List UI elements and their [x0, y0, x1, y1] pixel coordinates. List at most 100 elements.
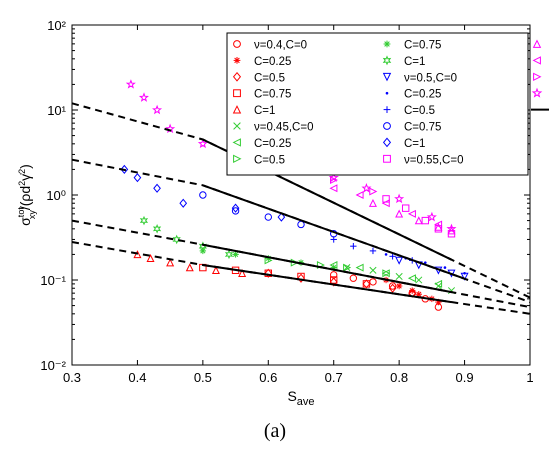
- legend-label-g0-s3: C=0.75: [254, 89, 291, 101]
- x-tick-label-0: 0.3: [63, 370, 81, 385]
- data-point-g3-s3-4: [369, 187, 378, 196]
- data-point-g3-s3-3: [330, 176, 339, 185]
- data-point-g2-s0-0: [395, 256, 404, 265]
- data-point-g1-s0-1: [369, 266, 377, 274]
- data-point-g2-s4-3: [179, 198, 188, 208]
- data-point-g0-s2-4: [388, 283, 397, 293]
- legend-label-g2-s3: C=0.75: [404, 122, 441, 134]
- x-tick-label-3: 0.6: [259, 370, 277, 385]
- legend-label-g2-s2: C=0.5: [404, 105, 435, 117]
- legend-label-g1-s1: C=0.25: [254, 138, 291, 150]
- data-point-g3-s4-11: [426, 211, 437, 222]
- data-point-g0-s2-1: [297, 273, 305, 283]
- data-point-g0-s0-1: [349, 274, 358, 282]
- data-point-g2-s1-4: [463, 271, 466, 275]
- data-point-g0-s3-5: [362, 280, 371, 288]
- data-point-g2-s4-4: [231, 203, 240, 213]
- data-point-g1-s4-2: [172, 234, 181, 245]
- legend-label-g2-s0: ν=0.5,C=0: [404, 72, 457, 84]
- data-point-g0-s2-0: [264, 268, 273, 278]
- data-point-g3-s2-3: [407, 209, 416, 218]
- data-point-g1-s1-1: [355, 263, 364, 272]
- data-point-g3-s4-4: [197, 138, 208, 149]
- legend-marker-g3-s0: [383, 154, 391, 163]
- data-point-g3-s1-1: [395, 209, 404, 218]
- legend-label-g1-s2: C=0.5: [254, 154, 285, 166]
- data-point-g1-s3-1: [232, 251, 239, 258]
- data-point-g3-s4-0: [125, 79, 136, 89]
- legend-label-g3-s0: ν=0.55,C=0: [404, 154, 463, 166]
- data-point-g3-s2-1: [355, 190, 364, 200]
- data-point-g2-s1-3: [443, 266, 447, 269]
- x-tick-label-7: 1: [526, 370, 533, 385]
- legend-label-g2-s4: C=1: [404, 138, 425, 150]
- y-tick-label-3: 10¹: [47, 103, 66, 118]
- x-tick-label-4: 0.7: [325, 370, 343, 385]
- legend-label-g0-s1: C=0.25: [254, 56, 291, 68]
- x-tick-label-2: 0.5: [194, 370, 212, 385]
- data-point-g2-s2-2: [369, 247, 377, 255]
- y-tick-label-4: 10²: [47, 18, 66, 33]
- data-point-g2-s4-5: [277, 212, 286, 222]
- legend-label-g1-s4: C=1: [404, 56, 425, 68]
- fit-curve-dashed-1: [71, 158, 531, 304]
- data-point-g1-s4-0: [139, 215, 149, 226]
- legend-marker-g3-s3: [533, 72, 542, 82]
- data-point-g0-s1-1: [395, 282, 403, 290]
- data-point-g2-s2-1: [350, 242, 357, 250]
- legend-marker-g2-s1: [385, 91, 389, 95]
- fit-curve-solid-1: [202, 184, 465, 280]
- data-point-g3-s4-10: [394, 193, 405, 204]
- legend-marker-g1-s0: [233, 122, 241, 130]
- y-tick-label-0: 10⁻²: [40, 358, 66, 373]
- data-point-g1-s4-4: [224, 249, 234, 260]
- legend-marker-g1-s4: [382, 55, 392, 66]
- data-point-g3-s1-2: [414, 216, 423, 225]
- data-point-g3-s0-2: [421, 216, 430, 225]
- legend-marker-g2-s0: [382, 72, 392, 82]
- data-point-g1-s0-3: [415, 276, 423, 284]
- legend-marker-g0-s0: [233, 40, 241, 48]
- legend-marker-g3-s4: [531, 87, 543, 98]
- legend-marker-g0-s2: [232, 71, 242, 82]
- data-point-g0-s0-3: [388, 282, 397, 290]
- data-point-g2-s4-0: [120, 164, 129, 175]
- data-point-g1-s1-3: [407, 274, 416, 283]
- fit-curve-solid-3: [202, 264, 452, 304]
- panel-label: (a): [263, 420, 287, 442]
- legend-marker-g2-s2: [383, 106, 391, 113]
- data-point-g2-s1-2: [424, 261, 427, 264]
- data-point-g0-s4-0: [133, 250, 142, 259]
- fit-curve-solid-2: [202, 243, 452, 294]
- data-point-g3-s4-9: [361, 182, 372, 193]
- data-point-g0-s0-2: [369, 278, 377, 286]
- data-point-g0-s4-4: [211, 265, 220, 275]
- legend-marker-g1-s3: [383, 40, 391, 48]
- data-point-g0-s4-1: [146, 253, 155, 263]
- data-point-g2-s4-2: [153, 183, 161, 193]
- legend-marker-g0-s1: [233, 57, 241, 64]
- x-tick-label-1: 0.4: [128, 370, 146, 385]
- data-point-g3-s2-4: [434, 220, 443, 229]
- legend-label-g1-s3: C=0.75: [404, 40, 441, 52]
- y-tick-label-1: 10⁻¹: [40, 273, 66, 288]
- data-point-g1-s2-3: [343, 263, 352, 272]
- y-tick-label-2: 10⁰: [46, 188, 66, 203]
- legend-label-g2-s1: C=0.25: [404, 89, 441, 101]
- data-point-g2-s3-3: [297, 220, 305, 229]
- fit-curves-layer: [71, 102, 531, 315]
- legend-marker-g1-s1: [232, 138, 241, 147]
- data-point-g2-s3-0: [199, 191, 207, 199]
- legend: ν=0.4,C=0 C=0.25 C=0.5 C=0.75 C=1 ν=0.45,C=0 C…: [226, 32, 549, 176]
- data-point-g2-s4-1: [133, 173, 142, 183]
- data-point-g0-s2-3: [362, 279, 371, 289]
- legend-label-g0-s0: ν=0.4,C=0: [254, 40, 307, 52]
- y-axis: 10⁻² 10⁻¹ 10⁰ 10¹ 10²: [40, 18, 530, 373]
- data-point-g0-s1-2: [409, 287, 416, 294]
- data-point-g3-s1-0: [368, 198, 377, 207]
- data-point-g2-s1-0: [384, 253, 388, 256]
- data-point-g1-s4-1: [152, 224, 162, 234]
- legend-marker-g2-s4: [382, 137, 392, 148]
- x-axis: 0.3 0.4 0.5 0.6 0.7 0.8 0.9 1: [63, 25, 534, 385]
